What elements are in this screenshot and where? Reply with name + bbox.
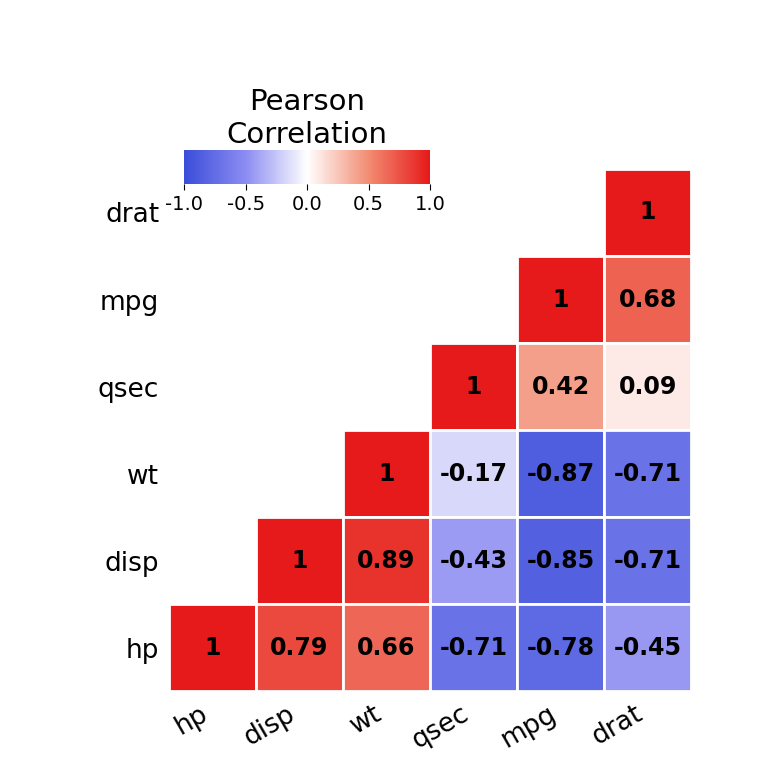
Bar	[256, 517, 343, 604]
Text: -0.71: -0.71	[614, 548, 682, 573]
Bar	[430, 517, 517, 604]
Text: 0.89: 0.89	[357, 548, 415, 573]
Text: 1: 1	[204, 636, 220, 660]
Bar	[604, 517, 691, 604]
Text: -0.87: -0.87	[527, 462, 594, 485]
Text: -0.43: -0.43	[439, 548, 508, 573]
Bar	[343, 604, 430, 691]
Text: -0.45: -0.45	[614, 636, 682, 660]
Bar	[517, 343, 604, 430]
Bar	[517, 517, 604, 604]
Text: 0.66: 0.66	[357, 636, 415, 660]
Bar	[604, 343, 691, 430]
Text: 0.42: 0.42	[531, 375, 590, 399]
Bar	[604, 169, 691, 256]
Text: -0.17: -0.17	[439, 462, 508, 485]
Text: 0.68: 0.68	[618, 287, 677, 312]
Bar	[430, 343, 517, 430]
Bar	[604, 256, 691, 343]
Bar	[430, 430, 517, 517]
Bar	[517, 430, 604, 517]
Text: -0.85: -0.85	[527, 548, 594, 573]
Bar	[604, 604, 691, 691]
Bar	[604, 430, 691, 517]
Text: -0.71: -0.71	[614, 462, 682, 485]
Bar	[517, 256, 604, 343]
Text: -0.71: -0.71	[439, 636, 508, 660]
Text: 1: 1	[640, 200, 656, 224]
Text: 1: 1	[465, 375, 482, 399]
Text: 0.79: 0.79	[270, 636, 329, 660]
Text: 1: 1	[552, 287, 569, 312]
Bar	[517, 604, 604, 691]
Text: 1: 1	[379, 462, 395, 485]
Bar	[343, 430, 430, 517]
Bar	[430, 604, 517, 691]
Title: Pearson
Correlation: Pearson Correlation	[227, 88, 388, 149]
Text: 1: 1	[291, 548, 308, 573]
Bar	[256, 604, 343, 691]
Text: 0.09: 0.09	[618, 375, 677, 399]
Bar	[343, 517, 430, 604]
Bar	[169, 604, 256, 691]
Text: -0.78: -0.78	[527, 636, 594, 660]
